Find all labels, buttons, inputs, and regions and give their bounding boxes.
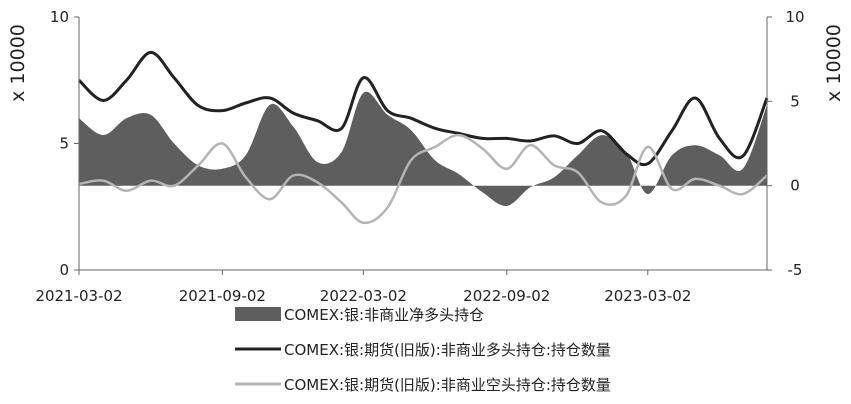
x-tick-label: 2022-09-02: [463, 287, 550, 305]
right-tick-label: 10: [785, 8, 804, 26]
area-net-long: [79, 91, 767, 206]
right-axis-title: x 10000: [823, 24, 845, 102]
legend-item-long: COMEX:银:期货(旧版):非商业多头持仓:持仓数量: [235, 341, 611, 359]
right-tick-label: -5: [788, 261, 803, 279]
x-tick-label: 2022-03-02: [320, 287, 407, 305]
left-tick-label: 10: [50, 8, 69, 26]
legend-label-short: COMEX:银:期货(旧版):非商业空头持仓:持仓数量: [284, 376, 611, 394]
legend-label-long: COMEX:银:期货(旧版):非商业多头持仓:持仓数量: [284, 341, 611, 359]
legend-label-net-long: COMEX:银:非商业净多头持仓: [284, 306, 484, 324]
x-tick-label: 2023-03-02: [604, 287, 691, 305]
right-tick-label: 5: [790, 92, 800, 110]
tick-labels: 0 5 10 -5 0 5 10 2021-03-02 2021-09-02 2022-03-02…: [35, 8, 804, 305]
x-tick-label: 2021-03-02: [35, 287, 122, 305]
line-series-layer: [77, 50, 769, 225]
legend: COMEX:银:非商业净多头持仓 COMEX:银:期货(旧版):非商业多头持仓:…: [235, 306, 611, 394]
line-long: [77, 50, 769, 167]
left-axis-title: x 10000: [7, 24, 29, 102]
legend-swatch-net-long: [235, 307, 281, 321]
legend-item-short: COMEX:银:期货(旧版):非商业空头持仓:持仓数量: [235, 376, 611, 394]
net-long-area-layer: [79, 91, 767, 206]
x-tick-label: 2021-09-02: [179, 287, 266, 305]
legend-item-net-long: COMEX:银:非商业净多头持仓: [235, 306, 484, 324]
right-tick-label: 0: [790, 177, 800, 195]
line-short: [78, 133, 768, 225]
left-tick-label: 5: [59, 135, 69, 153]
left-tick-label: 0: [59, 261, 69, 279]
